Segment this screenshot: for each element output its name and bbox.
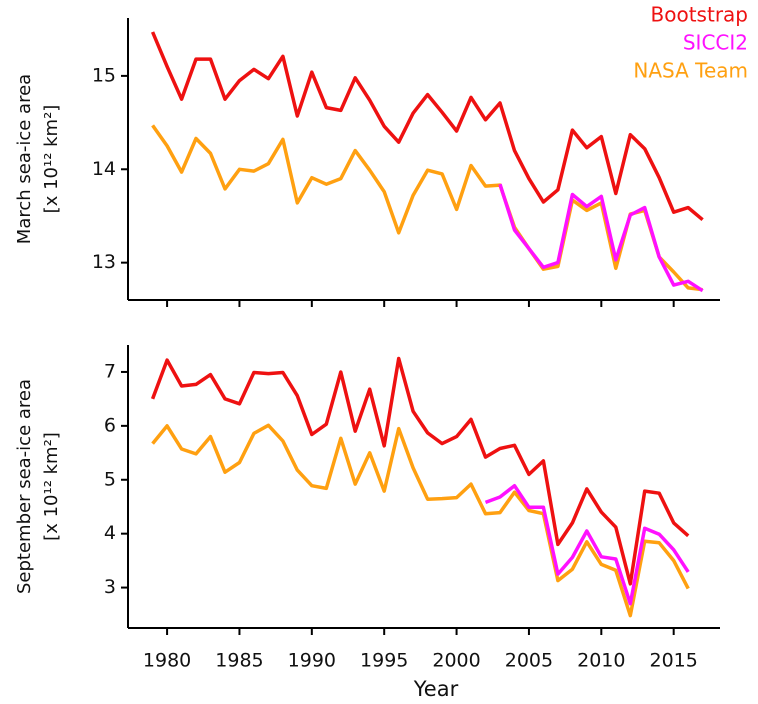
y-tick-label: 7 (104, 360, 116, 382)
series-line (151, 124, 703, 292)
y-axis-label: September sea-ice area (14, 379, 35, 594)
y-axis-label: [x 10¹² km²] (41, 432, 62, 541)
y-axis-label: [x 10¹² km²] (41, 105, 62, 214)
y-tick-label: 6 (104, 414, 116, 436)
y-tick-label: 15 (92, 64, 116, 86)
legend-entry: Bootstrap (651, 3, 748, 27)
series-line (498, 183, 704, 293)
y-tick-label: 13 (92, 251, 116, 273)
y-tick-label: 5 (104, 468, 116, 490)
x-axis-label: Year (413, 677, 459, 701)
y-tick-label: 4 (104, 522, 116, 544)
x-tick-label: 1995 (360, 650, 408, 672)
series-line (150, 31, 704, 222)
y-axis-label: March sea-ice area (14, 74, 35, 244)
legend-entry: NASA Team (633, 59, 748, 83)
y-tick-label: 3 (104, 576, 116, 598)
x-tick-label: 2000 (432, 650, 480, 672)
x-tick-label: 1980 (143, 650, 191, 672)
x-tick-label: 1990 (288, 650, 336, 672)
legend-entry: SICCI2 (683, 31, 748, 55)
y-tick-label: 14 (92, 158, 116, 180)
x-tick-label: 2010 (577, 650, 625, 672)
x-tick-label: 2005 (505, 650, 553, 672)
series-line (151, 423, 690, 618)
x-tick-label: 1985 (215, 650, 263, 672)
series-line (150, 356, 690, 586)
series-line (484, 483, 690, 606)
x-tick-label: 2015 (650, 650, 698, 672)
